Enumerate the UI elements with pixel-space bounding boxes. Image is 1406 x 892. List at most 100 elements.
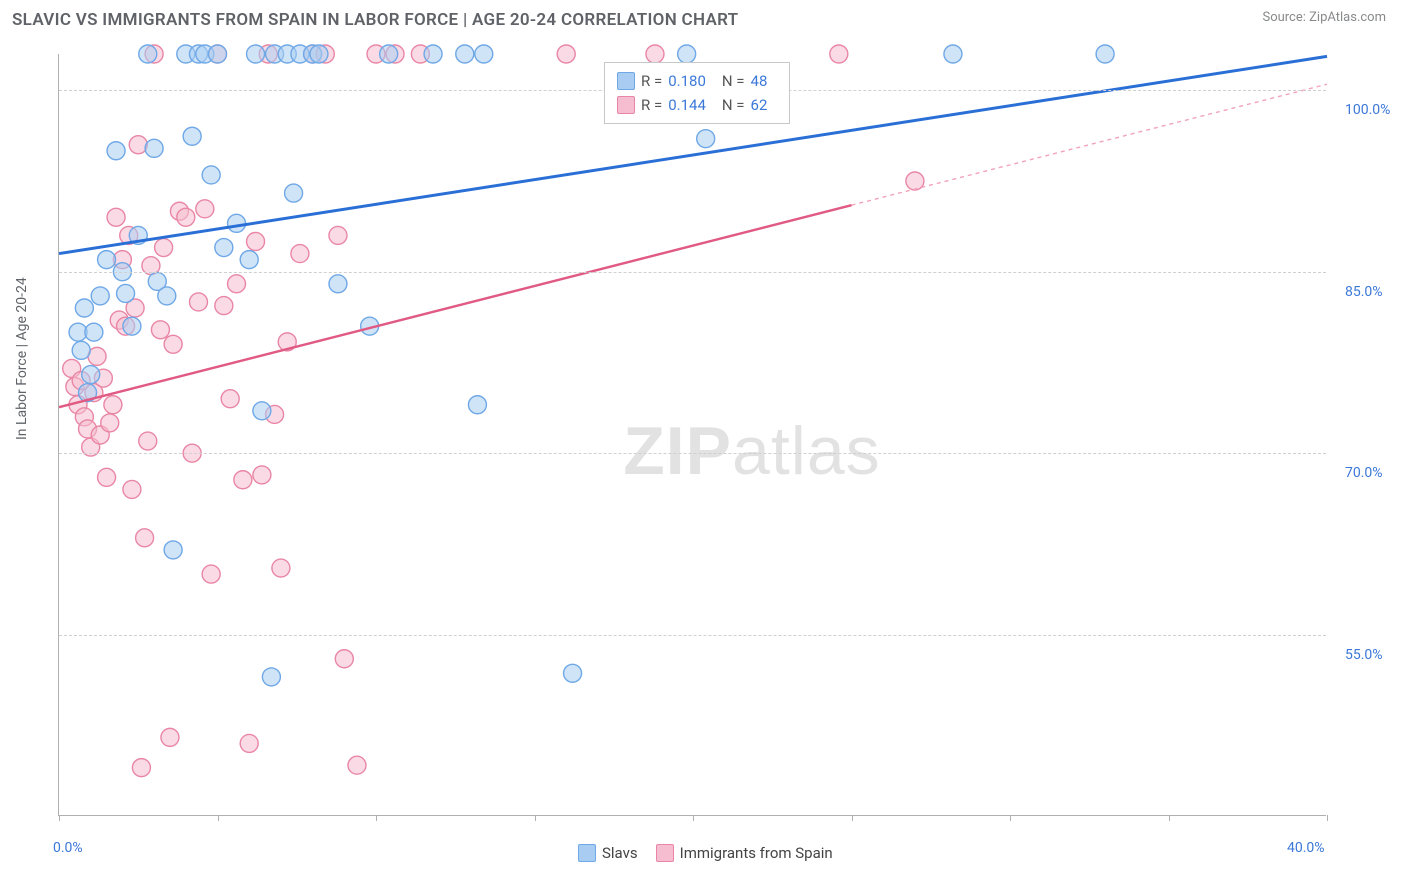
stat-legend-row-blue: R = 0.180 N = 48 — [617, 69, 777, 93]
scatter-point — [697, 130, 715, 148]
scatter-point — [123, 317, 141, 335]
bottom-legend: Slavs Immigrants from Spain — [578, 844, 833, 862]
stat-legend-row-pink: R = 0.144 N = 62 — [617, 93, 777, 117]
grid-line — [59, 453, 1326, 454]
scatter-point — [564, 664, 582, 682]
scatter-point — [329, 275, 347, 293]
scatter-point — [678, 45, 696, 63]
scatter-point — [262, 668, 280, 686]
scatter-point — [139, 45, 157, 63]
scatter-point — [202, 166, 220, 184]
regression-line — [852, 84, 1328, 205]
y-tick-label: 55.0% — [1345, 647, 1383, 663]
x-tick — [1327, 815, 1328, 821]
scatter-point — [247, 45, 265, 63]
scatter-point — [117, 284, 135, 302]
scatter-point — [107, 142, 125, 160]
scatter-point — [209, 45, 227, 63]
n-label-2: N = — [722, 93, 745, 117]
scatter-point — [101, 414, 119, 432]
scatter-point — [136, 529, 154, 547]
scatter-point — [475, 45, 493, 63]
scatter-point — [253, 466, 271, 484]
y-tick-label: 85.0% — [1345, 284, 1383, 300]
scatter-point — [228, 214, 246, 232]
scatter-point — [380, 45, 398, 63]
r-label-2: R = — [641, 93, 662, 117]
r-value-pink: 0.144 — [668, 93, 706, 117]
scatter-point — [164, 335, 182, 353]
x-tick — [535, 815, 536, 821]
scatter-point — [132, 759, 150, 777]
chart-container: ZIPatlas 100.0%85.0%70.0%55.0%0.0%40.0% … — [58, 54, 1326, 816]
legend-swatch-pink — [617, 96, 635, 114]
scatter-point — [189, 293, 207, 311]
bottom-legend-blue: Slavs — [578, 844, 638, 862]
r-value-blue: 0.180 — [668, 69, 706, 93]
n-value-pink: 62 — [751, 93, 768, 117]
scatter-point — [145, 139, 163, 157]
scatter-point — [240, 734, 258, 752]
x-tick — [376, 815, 377, 821]
grid-line — [59, 272, 1326, 273]
x-tick — [1010, 815, 1011, 821]
scatter-point — [123, 480, 141, 498]
scatter-point — [104, 396, 122, 414]
scatter-point — [98, 251, 116, 269]
scatter-point — [196, 200, 214, 218]
scatter-point — [221, 390, 239, 408]
scatter-point — [348, 756, 366, 774]
scatter-point — [151, 321, 169, 339]
scatter-point — [72, 341, 90, 359]
x-tick — [59, 815, 60, 821]
scatter-point — [177, 208, 195, 226]
stat-legend: R = 0.180 N = 48 R = 0.144 N = 62 — [604, 62, 790, 124]
bottom-swatch-blue — [578, 844, 596, 862]
chart-source: Source: ZipAtlas.com — [1262, 10, 1386, 25]
scatter-point — [158, 287, 176, 305]
scatter-point — [202, 565, 220, 583]
y-axis-label: In Labor Force | Age 20-24 — [14, 277, 30, 440]
y-tick-label: 100.0% — [1345, 102, 1390, 118]
scatter-point — [1096, 45, 1114, 63]
scatter-point — [183, 127, 201, 145]
x-tick-label: 40.0% — [1287, 840, 1325, 856]
scatter-point — [139, 432, 157, 450]
grid-line — [59, 635, 1326, 636]
legend-swatch-blue — [617, 72, 635, 90]
scatter-point — [161, 728, 179, 746]
x-tick — [693, 815, 694, 821]
bottom-legend-pink: Immigrants from Spain — [656, 844, 833, 862]
scatter-point — [82, 366, 100, 384]
scatter-point — [272, 559, 290, 577]
scatter-point — [85, 323, 103, 341]
bottom-label-blue: Slavs — [602, 844, 638, 862]
scatter-point — [155, 239, 173, 257]
x-tick — [852, 815, 853, 821]
scatter-point — [107, 208, 125, 226]
scatter-point — [247, 232, 265, 250]
chart-title: SLAVIC VS IMMIGRANTS FROM SPAIN IN LABOR… — [12, 10, 738, 30]
scatter-point — [215, 297, 233, 315]
scatter-point — [310, 45, 328, 63]
scatter-point — [129, 136, 147, 154]
scatter-point — [291, 245, 309, 263]
n-label: N = — [722, 69, 745, 93]
scatter-point — [335, 650, 353, 668]
scatter-point — [285, 184, 303, 202]
y-tick-label: 70.0% — [1345, 465, 1383, 481]
r-label: R = — [641, 69, 662, 93]
scatter-point — [234, 471, 252, 489]
scatter-point — [215, 239, 233, 257]
scatter-point — [944, 45, 962, 63]
scatter-point — [646, 45, 664, 63]
scatter-point — [240, 251, 258, 269]
scatter-point — [557, 45, 575, 63]
scatter-point — [468, 396, 486, 414]
x-tick — [1169, 815, 1170, 821]
x-tick — [218, 815, 219, 821]
x-tick-label: 0.0% — [53, 840, 83, 856]
scatter-point — [75, 299, 93, 317]
scatter-point — [91, 287, 109, 305]
scatter-point — [830, 45, 848, 63]
